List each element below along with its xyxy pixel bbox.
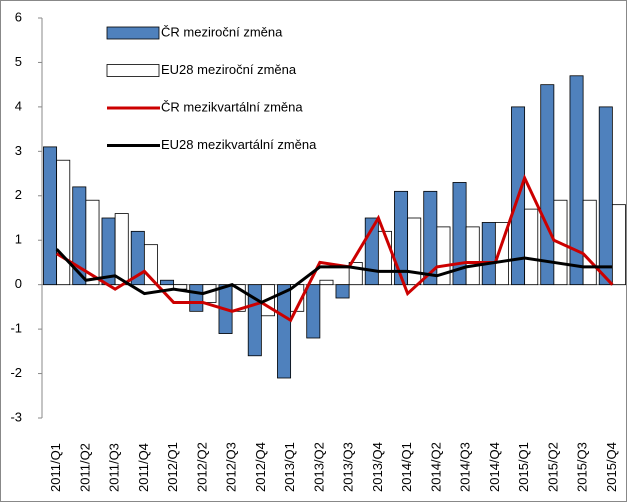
y-tick-label: 6 (15, 9, 22, 24)
bar (43, 146, 58, 286)
bar (306, 284, 321, 339)
legend-label: ČR meziroční změna (161, 24, 283, 39)
y-tick-label: 0 (15, 276, 22, 291)
y-tick-label: 4 (15, 98, 22, 113)
x-tick-label: 2013/Q3 (341, 442, 356, 492)
bar (114, 213, 129, 286)
bar (189, 284, 204, 312)
x-tick-label: 2013/Q2 (311, 442, 326, 492)
bar (335, 284, 350, 299)
bar (56, 159, 71, 286)
legend-swatch (106, 26, 160, 40)
x-tick-label: 2015/Q1 (516, 442, 531, 492)
y-tick-label: -3 (10, 409, 22, 424)
x-tick-label: 2011/Q1 (48, 443, 63, 492)
bar (407, 217, 422, 286)
x-tick-label: 2014/Q4 (487, 442, 502, 492)
bar (319, 279, 334, 286)
x-tick-label: 2013/Q4 (370, 442, 385, 492)
x-tick-label: 2014/Q1 (399, 442, 414, 492)
bar (436, 226, 451, 286)
bar (377, 230, 392, 286)
x-tick-label: 2011/Q2 (77, 443, 92, 492)
bar (598, 106, 613, 286)
bar (524, 208, 539, 286)
bar (481, 222, 496, 286)
y-tick-label: 5 (15, 54, 22, 69)
x-tick-label: 2013/Q1 (282, 442, 297, 492)
x-tick-label: 2011/Q4 (136, 443, 151, 492)
bar (465, 226, 480, 286)
x-tick-label: 2015/Q2 (545, 442, 560, 492)
legend-swatch (106, 64, 160, 77)
bar (582, 199, 597, 286)
x-tick-label: 2011/Q3 (107, 443, 122, 492)
x-tick-label: 2012/Q1 (165, 442, 180, 492)
y-tick-label: -1 (10, 321, 22, 336)
x-tick-label: 2015/Q4 (604, 442, 619, 492)
x-tick-label: 2015/Q3 (575, 442, 590, 492)
y-tick-label: 3 (15, 143, 22, 158)
bar (277, 284, 292, 379)
legend-label: ČR mezikvartální změna (161, 99, 303, 114)
x-tick-label: 2012/Q2 (194, 442, 209, 492)
x-tick-label: 2012/Q4 (253, 442, 268, 492)
y-tick-label: 1 (15, 232, 22, 247)
x-tick-label: 2014/Q3 (458, 442, 473, 492)
bar (160, 279, 175, 286)
legend-label: EU28 meziroční změna (161, 62, 297, 77)
bar (540, 84, 555, 286)
legend-label: EU28 mezikvartální změna (161, 137, 317, 152)
line (55, 248, 613, 305)
line (55, 174, 614, 323)
x-tick-label: 2014/Q2 (428, 442, 443, 492)
y-tick-label: -2 (10, 365, 22, 380)
y-tick-label: 2 (15, 187, 22, 202)
bar (569, 75, 584, 286)
bar (85, 199, 100, 286)
x-tick-label: 2012/Q3 (224, 442, 239, 492)
bar (611, 204, 626, 286)
